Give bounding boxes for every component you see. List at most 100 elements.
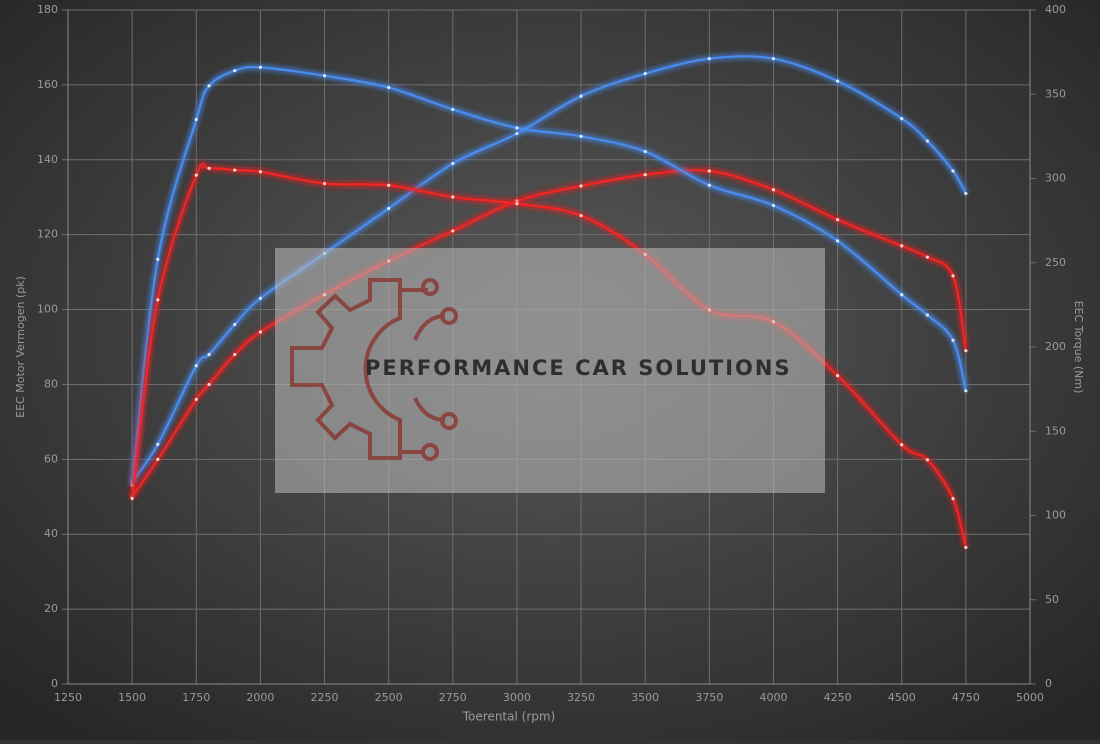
point bbox=[233, 322, 237, 327]
y-tick-label: 140 bbox=[37, 153, 58, 166]
point bbox=[258, 330, 262, 334]
point bbox=[836, 218, 840, 222]
y-tick-label: 100 bbox=[37, 303, 58, 316]
point bbox=[451, 229, 455, 233]
point bbox=[207, 166, 211, 170]
point bbox=[258, 170, 262, 174]
point bbox=[156, 442, 160, 446]
logo bbox=[290, 278, 458, 461]
point bbox=[451, 161, 455, 166]
lines bbox=[130, 55, 968, 550]
point bbox=[156, 298, 160, 302]
point bbox=[836, 374, 840, 378]
x-tick-label: 3750 bbox=[695, 691, 723, 704]
y-tick-label: 120 bbox=[37, 228, 58, 241]
y2-tick-label: 0 bbox=[1045, 677, 1052, 690]
point bbox=[515, 199, 519, 203]
point bbox=[964, 389, 968, 393]
point bbox=[194, 364, 198, 368]
point bbox=[194, 173, 198, 177]
point bbox=[925, 255, 929, 259]
y2-tick-label: 200 bbox=[1045, 340, 1066, 353]
point bbox=[258, 65, 262, 69]
point bbox=[707, 57, 711, 61]
y-tick-label: 20 bbox=[44, 602, 58, 615]
y2-tick-label: 400 bbox=[1045, 3, 1066, 16]
x-tick-label: 2750 bbox=[439, 691, 467, 704]
point bbox=[925, 139, 929, 143]
point bbox=[964, 349, 968, 353]
point bbox=[836, 79, 840, 83]
x-tick-label: 2000 bbox=[246, 691, 274, 704]
point bbox=[964, 545, 968, 550]
x-tick-label: 4000 bbox=[759, 691, 787, 704]
point bbox=[579, 184, 583, 188]
point bbox=[156, 257, 160, 261]
point bbox=[207, 382, 211, 387]
y-tick-label: 60 bbox=[44, 452, 58, 465]
point bbox=[233, 168, 237, 172]
point bbox=[900, 443, 904, 447]
point bbox=[579, 94, 583, 98]
point bbox=[207, 352, 211, 357]
x-tick-label: 2500 bbox=[375, 691, 403, 704]
point bbox=[451, 195, 455, 199]
point bbox=[258, 296, 262, 300]
point bbox=[387, 183, 391, 187]
point bbox=[900, 293, 904, 297]
point bbox=[964, 191, 968, 196]
point bbox=[233, 352, 237, 357]
point bbox=[387, 85, 391, 90]
x-tick-label: 3500 bbox=[631, 691, 659, 704]
point bbox=[951, 338, 955, 342]
x-tick-label: 4250 bbox=[824, 691, 852, 704]
point bbox=[925, 313, 929, 317]
y-tick-label: 80 bbox=[44, 377, 58, 390]
point bbox=[900, 244, 904, 248]
y-tick-label: 0 bbox=[51, 677, 58, 690]
point bbox=[207, 84, 211, 88]
point bbox=[387, 206, 391, 211]
y2-tick-label: 300 bbox=[1045, 172, 1066, 185]
point bbox=[771, 57, 776, 61]
point bbox=[951, 497, 955, 501]
series-line bbox=[131, 162, 967, 548]
point bbox=[900, 116, 904, 121]
x-axis-label: Toerental (rpm) bbox=[462, 710, 555, 724]
point bbox=[451, 107, 455, 112]
y2-tick-label: 350 bbox=[1045, 87, 1066, 100]
y-tick-label: 180 bbox=[37, 3, 58, 16]
point bbox=[771, 188, 776, 192]
y2-tick-label: 50 bbox=[1045, 593, 1059, 606]
point bbox=[515, 202, 519, 206]
point bbox=[579, 134, 583, 138]
x-tick-label: 1250 bbox=[54, 691, 82, 704]
y2-tick-label: 100 bbox=[1045, 509, 1066, 522]
point bbox=[643, 149, 647, 154]
grid: 1250 1500 1750 2000 2250 2500 2750 3000 3250 3500… bbox=[37, 3, 1066, 704]
point bbox=[707, 183, 711, 187]
watermark-text: PERFORMANCE CAR SOLUTIONS bbox=[365, 356, 792, 380]
y-axis-label: EEC Motor Vermogen (pk) bbox=[14, 276, 27, 418]
point bbox=[233, 69, 237, 73]
point bbox=[515, 126, 519, 130]
x-tick-label: 1500 bbox=[118, 691, 146, 704]
point bbox=[643, 72, 647, 76]
point bbox=[643, 173, 647, 177]
point bbox=[951, 274, 955, 278]
x-tick-label: 1750 bbox=[182, 691, 210, 704]
y2-tick-label: 250 bbox=[1045, 256, 1066, 269]
point bbox=[515, 131, 519, 136]
y2-tick-label: 150 bbox=[1045, 424, 1066, 437]
x-tick-label: 5000 bbox=[1016, 691, 1044, 704]
x-tick-label: 3000 bbox=[503, 691, 531, 704]
x-tick-label: 4500 bbox=[888, 691, 916, 704]
point bbox=[194, 397, 198, 402]
point bbox=[322, 181, 327, 186]
point bbox=[925, 458, 929, 462]
y2-axis-label: EEC Torque (Nm) bbox=[1072, 301, 1085, 394]
point bbox=[707, 169, 711, 173]
point bbox=[771, 203, 776, 208]
point bbox=[156, 457, 160, 461]
